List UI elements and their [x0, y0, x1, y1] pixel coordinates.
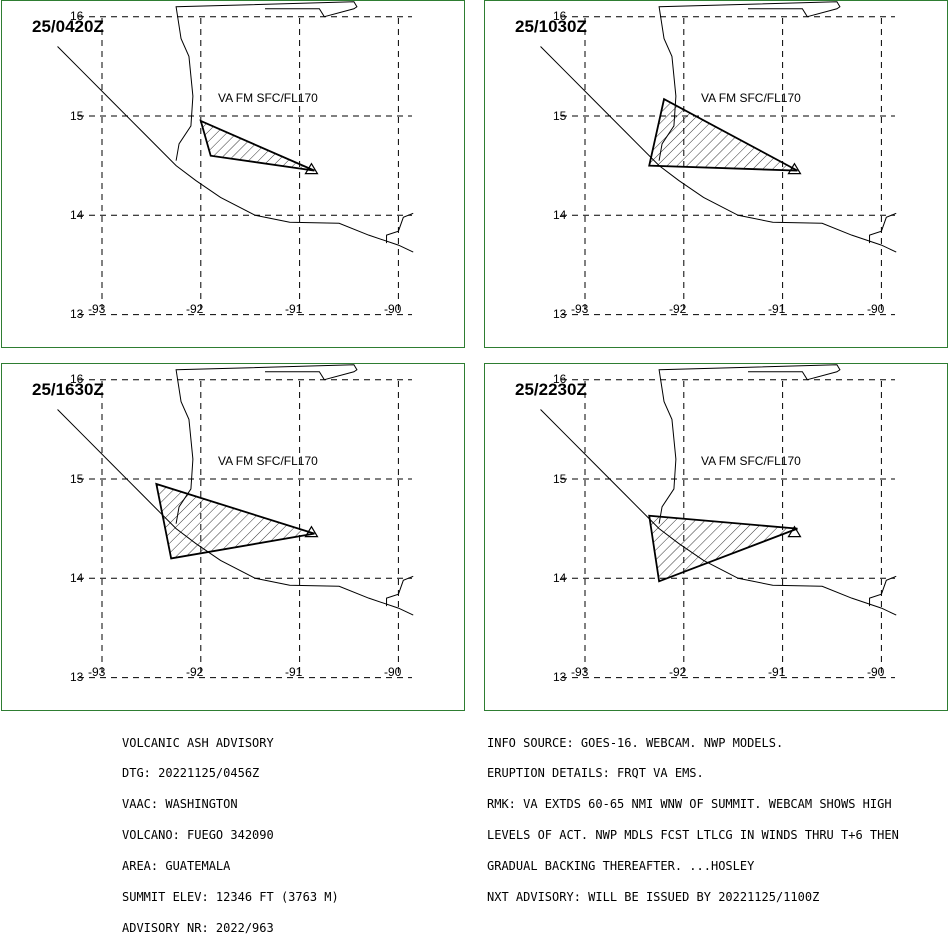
ash-polygon [648, 97, 798, 172]
info-line: SUMMIT ELEV: 12346 FT (3763 M) [122, 890, 339, 905]
ash-level-label: VA FM SFC/FL170 [701, 454, 801, 468]
map-canvas [540, 1, 897, 316]
lon-label-90: -90 [867, 302, 885, 316]
ash-level-label: VA FM SFC/FL170 [218, 454, 318, 468]
lat-label-16: 16 [70, 372, 84, 386]
ash-polygon [648, 514, 798, 583]
ash-polygon [199, 119, 315, 172]
info-line: VAAC: WASHINGTON [122, 797, 238, 812]
lon-label-91: -91 [285, 302, 303, 316]
map-canvas [57, 364, 414, 679]
info-line: ADVISORY NR: 2022/963 [122, 920, 274, 935]
valid-time-label: 25/2230Z [515, 380, 587, 399]
map-canvas [57, 1, 414, 316]
lat-label-13: 13 [553, 670, 567, 684]
lon-label-91: -91 [768, 302, 786, 316]
lon-label-91: -91 [768, 665, 786, 679]
lon-label-93: -93 [571, 665, 589, 679]
lat-label-14: 14 [70, 571, 84, 585]
map-panel-4: 25/2230Z VA FM SFC/FL170 16 15 14 13 -93… [484, 363, 948, 711]
lat-label-15: 15 [70, 109, 84, 123]
lat-label-16: 16 [553, 372, 567, 386]
info-line: GRADUAL BACKING THEREAFTER. ...HOSLEY [487, 859, 755, 874]
lon-label-92: -92 [669, 665, 687, 679]
volcano-icon [304, 525, 319, 538]
volcano-icon [304, 162, 319, 175]
ash-level-label: VA FM SFC/FL170 [218, 91, 318, 105]
lat-label-13: 13 [70, 307, 84, 321]
ash-level-label: VA FM SFC/FL170 [701, 91, 801, 105]
info-line: ERUPTION DETAILS: FRQT VA EMS. [487, 766, 704, 781]
lat-label-14: 14 [70, 208, 84, 222]
border-line [175, 364, 358, 524]
lon-label-92: -92 [186, 302, 204, 316]
valid-time-label: 25/1630Z [32, 380, 104, 399]
lon-label-93: -93 [571, 302, 589, 316]
coastline [57, 46, 414, 253]
coastline [57, 409, 414, 616]
map-panel-1: 25/0420Z VA FM SFC/FL170 16 15 14 13 -93… [1, 0, 465, 348]
border-line [869, 212, 897, 244]
lon-label-90: -90 [384, 302, 402, 316]
border-line [869, 575, 897, 607]
lat-label-14: 14 [553, 208, 567, 222]
advisory-remarks-text: INFO SOURCE: GOES-16. WEBCAM. NWP MODELS… [487, 717, 899, 913]
lat-label-13: 13 [70, 670, 84, 684]
info-line: INFO SOURCE: GOES-16. WEBCAM. NWP MODELS… [487, 735, 784, 750]
map-canvas [540, 364, 897, 679]
info-line: RMK: VA EXTDS 60-65 NMI WNW OF SUMMIT. W… [487, 797, 892, 812]
border-line [175, 1, 358, 161]
lat-label-16: 16 [70, 9, 84, 23]
lat-label-13: 13 [553, 307, 567, 321]
lat-label-15: 15 [70, 472, 84, 486]
border-line [386, 575, 414, 607]
info-line: AREA: GUATEMALA [122, 859, 231, 874]
border-line [386, 212, 414, 244]
valid-time-label: 25/0420Z [32, 17, 104, 36]
info-line: DTG: 20221125/0456Z [122, 766, 260, 781]
map-panel-3: 25/1630Z VA FM SFC/FL170 16 15 14 13 -93… [1, 363, 465, 711]
lon-label-90: -90 [384, 665, 402, 679]
lat-label-15: 15 [553, 472, 567, 486]
coastline [540, 46, 897, 253]
lon-label-90: -90 [867, 665, 885, 679]
lon-label-93: -93 [88, 665, 106, 679]
border-line [658, 364, 841, 524]
volcano-icon [787, 162, 802, 175]
valid-time-label: 25/1030Z [515, 17, 587, 36]
lat-label-15: 15 [553, 109, 567, 123]
lon-label-92: -92 [186, 665, 204, 679]
coastline [540, 409, 897, 616]
info-line: LEVELS OF ACT. NWP MDLS FCST LTLCG IN WI… [487, 828, 899, 843]
ash-polygon [155, 482, 315, 560]
lat-label-16: 16 [553, 9, 567, 23]
advisory-header-text: VOLCANIC ASH ADVISORY DTG: 20221125/0456… [122, 717, 339, 944]
lon-label-92: -92 [669, 302, 687, 316]
volcano-icon [787, 525, 802, 538]
lon-label-91: -91 [285, 665, 303, 679]
lon-label-93: -93 [88, 302, 106, 316]
info-line: VOLCANO: FUEGO 342090 [122, 828, 274, 843]
info-line: VOLCANIC ASH ADVISORY [122, 735, 274, 750]
info-line: NXT ADVISORY: WILL BE ISSUED BY 20221125… [487, 890, 820, 905]
map-panel-2: 25/1030Z VA FM SFC/FL170 16 15 14 13 -93… [484, 0, 948, 348]
lat-label-14: 14 [553, 571, 567, 585]
